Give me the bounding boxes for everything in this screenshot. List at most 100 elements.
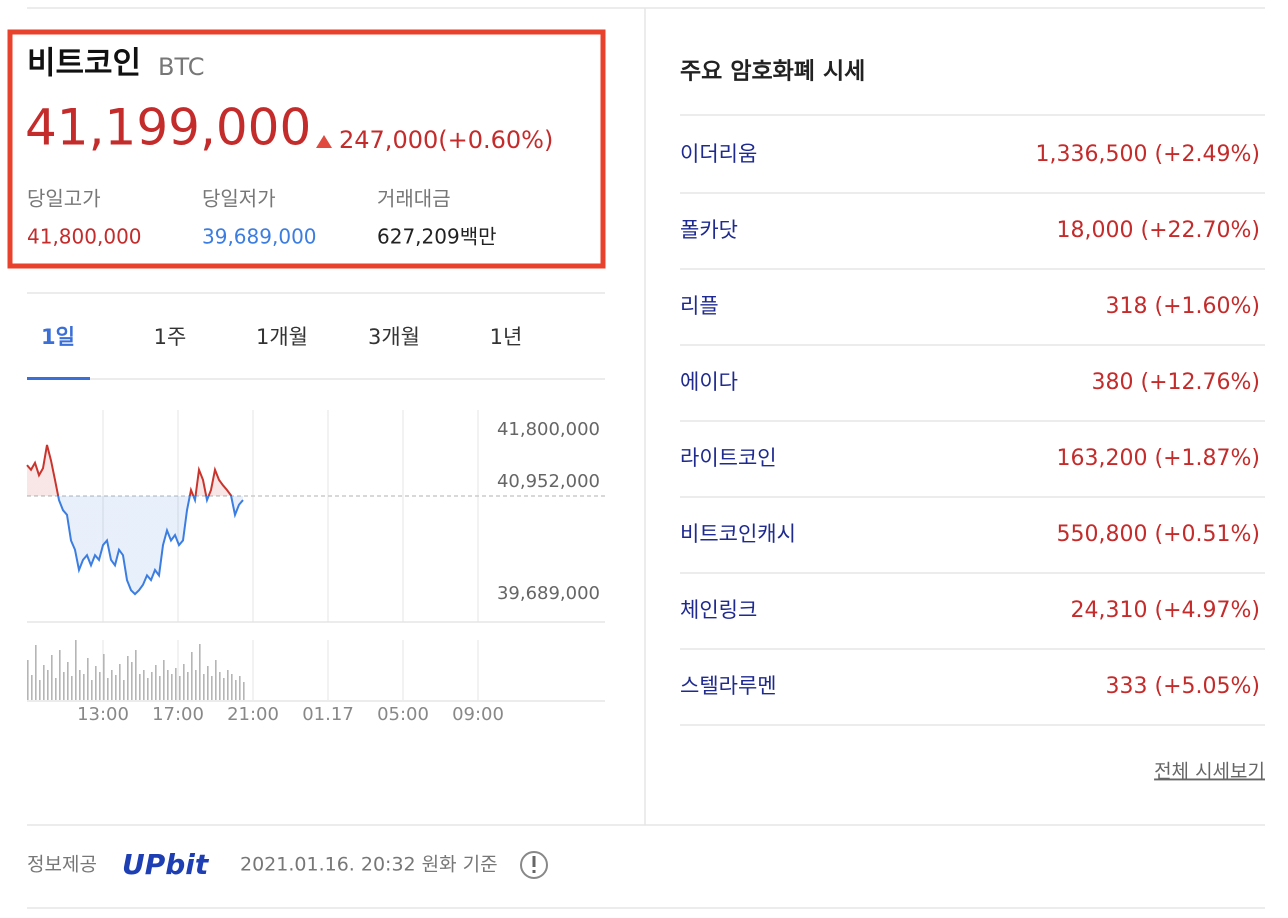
price-area	[27, 444, 243, 595]
coin-link[interactable]: 스텔라루멘	[680, 674, 777, 698]
volume-bar	[187, 672, 189, 700]
prev-close-label: 40,952,000	[497, 471, 600, 492]
tab[interactable]: 1주	[154, 325, 187, 349]
volume-bar	[195, 670, 197, 700]
volume-bar	[139, 674, 141, 700]
volume-bar	[155, 665, 157, 700]
coin-price: 318 (+1.60%)	[1106, 294, 1260, 319]
coin-link[interactable]: 리플	[680, 294, 719, 318]
provider-logo: UPbit	[122, 848, 210, 881]
volume-bar	[243, 682, 245, 700]
coin-name: 비트코인	[27, 46, 141, 82]
more-link[interactable]: 전체 시세보기	[1154, 761, 1265, 783]
coin-link[interactable]: 체인링크	[680, 598, 757, 622]
volume-bar	[107, 678, 109, 700]
volume-bar	[103, 654, 105, 700]
coin-price: 163,200 (+1.87%)	[1057, 446, 1260, 471]
volume-bar	[219, 672, 221, 700]
x-tick-label: 17:00	[152, 704, 204, 725]
volume-bar	[111, 670, 113, 700]
y-tick-label: 39,689,000	[497, 583, 600, 604]
volume-bar	[127, 656, 129, 700]
x-tick-label: 09:00	[452, 704, 504, 725]
stat-value: 627,209백만	[377, 225, 497, 249]
coin-price: 1,336,500 (+2.49%)	[1036, 142, 1260, 167]
volume-bar	[227, 670, 229, 700]
volume-bar	[191, 652, 193, 700]
volume-bar	[171, 674, 173, 700]
volume-bar	[39, 680, 41, 700]
stat-label: 당일저가	[202, 187, 276, 211]
tab[interactable]: 3개월	[368, 325, 420, 349]
volume-bar	[131, 662, 133, 700]
stat-label: 당일고가	[27, 187, 101, 211]
x-tick-label: 05:00	[377, 704, 429, 725]
stats: 당일고가 41,800,000 당일저가 39,689,000 거래대금 627,209백…	[27, 187, 497, 249]
volume-bar	[135, 650, 137, 700]
highlight-box	[7, 29, 606, 269]
coin-link[interactable]: 비트코인캐시	[680, 522, 796, 546]
volume-bar	[207, 666, 209, 700]
coin-price: 24,310 (+4.97%)	[1071, 598, 1260, 623]
price-change: 247,000(+0.60%)	[339, 126, 553, 154]
volume-bar	[175, 668, 177, 700]
coin-link[interactable]: 라이트코인	[680, 446, 777, 470]
tab[interactable]: 1년	[490, 325, 523, 349]
coin-link[interactable]: 에이다	[680, 370, 738, 394]
volume-bar	[75, 640, 77, 700]
volume-bar	[179, 676, 181, 700]
tabs: 1일 1주 1개월 3개월 1년	[41, 325, 522, 349]
volume-bar	[43, 665, 45, 700]
volume-bar	[67, 662, 69, 700]
volume-bar	[223, 678, 225, 700]
stat-value: 41,800,000	[27, 225, 142, 249]
volume-bar	[27, 660, 29, 700]
info-icon[interactable]	[520, 851, 548, 879]
volume-bar	[95, 666, 97, 700]
volume-bar	[55, 678, 57, 700]
coin-link[interactable]: 폴카닷	[680, 218, 738, 242]
market-title: 주요 암호화폐 시세	[680, 59, 865, 85]
volume-bar	[183, 664, 185, 700]
coin-price: 333 (+5.05%)	[1106, 674, 1260, 699]
up-arrow	[316, 135, 332, 148]
volume-bar	[235, 680, 237, 700]
x-tick-label: 01.17	[302, 704, 354, 725]
volume-bar	[123, 680, 125, 700]
chart: 13:00 17:00 21:00 01.17 05:00 09:00 41,800,000…	[26, 410, 605, 725]
tab-underline	[27, 377, 90, 380]
coin-price: 550,800 (+0.51%)	[1057, 522, 1260, 547]
provider-label: 정보제공	[27, 854, 97, 876]
volume-bar	[63, 672, 65, 700]
coin-price: 380 (+12.76%)	[1092, 370, 1260, 395]
volume-bar	[147, 678, 149, 700]
volume-bar	[203, 674, 205, 700]
market-list: 이더리움 1,336,500 (+2.49%) 폴카닷 18,000 (+22.70%…	[680, 142, 1265, 726]
volume-bar	[71, 676, 73, 700]
volume-bar	[119, 664, 121, 700]
volume-bar	[31, 675, 33, 700]
stat-label: 거래대금	[377, 187, 451, 211]
info-icon-mark	[532, 870, 536, 873]
tab[interactable]: 1일	[41, 325, 75, 349]
volume-bar	[215, 660, 217, 700]
coin-link[interactable]: 이더리움	[680, 142, 757, 166]
volume-bar	[79, 670, 81, 700]
volume-bar	[87, 658, 89, 700]
volume-bar	[83, 674, 85, 700]
volume-bar	[115, 675, 117, 700]
coin-symbol: BTC	[158, 53, 204, 81]
volume-bar	[47, 670, 49, 700]
volume-bar	[159, 676, 161, 700]
volume-bar	[91, 680, 93, 700]
volume-bar	[35, 645, 37, 700]
timestamp: 2021.01.16. 20:32 원화 기준	[240, 854, 498, 876]
volume-bar	[199, 644, 201, 700]
volume-bar	[59, 650, 61, 700]
volume-bar	[99, 672, 101, 700]
stat-value: 39,689,000	[202, 225, 317, 249]
volume-bar	[231, 674, 233, 700]
tab[interactable]: 1개월	[256, 325, 308, 349]
